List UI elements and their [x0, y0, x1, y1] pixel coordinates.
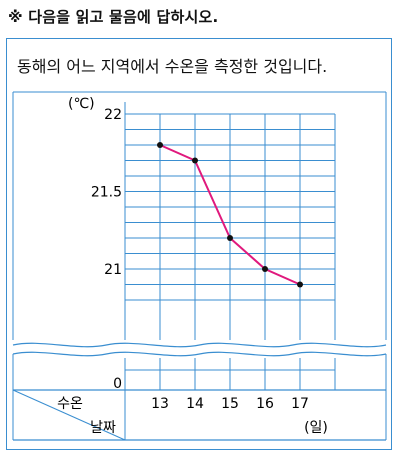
x-tick-label: 17 — [291, 396, 309, 412]
data-point — [192, 157, 198, 164]
grid-layer — [12, 91, 387, 440]
y-unit-label: (℃) — [68, 96, 95, 112]
data-point — [227, 235, 233, 241]
instruction-text: ※ 다음을 읽고 물음에 답하시오. — [8, 8, 219, 26]
x-tick-label: 15 — [221, 396, 239, 412]
bottom-table — [12, 389, 386, 441]
axis-break-wave-top — [12, 342, 387, 348]
y-tick-label: 22 — [104, 107, 122, 123]
x-tick-label: 13 — [151, 396, 169, 412]
question-card: 동해의 어느 지역에서 수온을 측정한 것입니다. — [6, 38, 392, 450]
x-tick-label: 14 — [186, 396, 204, 412]
x-unit-label: (일) — [304, 420, 328, 436]
data-point — [262, 266, 268, 272]
axis-break — [12, 342, 387, 357]
y-tick-label: 0 — [113, 376, 122, 392]
data-point — [157, 142, 163, 148]
y-axis-label: 수온 — [57, 396, 83, 412]
data-point — [297, 281, 303, 288]
series-layer — [157, 142, 303, 288]
x-tick-label: 16 — [256, 396, 274, 412]
y-tick-label: 21 — [104, 262, 122, 278]
y-tick-label: 21.5 — [91, 185, 122, 201]
table-diagonal — [12, 389, 126, 441]
card-title: 동해의 어느 지역에서 수온을 측정한 것입니다. — [17, 57, 328, 76]
x-axis-label: 날짜 — [90, 420, 116, 436]
axis-break-wave-bottom — [12, 351, 387, 357]
